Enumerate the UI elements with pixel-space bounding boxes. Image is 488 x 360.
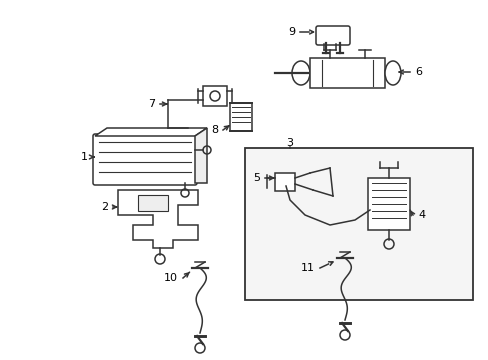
Polygon shape	[95, 128, 206, 136]
Text: 2: 2	[101, 202, 108, 212]
Bar	[274, 173, 294, 191]
Ellipse shape	[291, 61, 309, 85]
Bar	[138, 195, 168, 211]
Bar	[203, 86, 226, 106]
Polygon shape	[118, 190, 198, 248]
Bar	[309, 58, 384, 88]
FancyBboxPatch shape	[315, 26, 349, 45]
Text: 3: 3	[286, 138, 293, 148]
Text: 6: 6	[414, 67, 421, 77]
Bar	[367, 178, 409, 230]
Polygon shape	[195, 128, 206, 183]
Text: 1: 1	[81, 152, 88, 162]
Text: 10: 10	[163, 273, 178, 283]
Text: 5: 5	[252, 173, 260, 183]
Text: 7: 7	[147, 99, 155, 109]
Text: 9: 9	[287, 27, 294, 37]
FancyBboxPatch shape	[93, 134, 197, 185]
Text: 4: 4	[417, 210, 424, 220]
Text: 8: 8	[210, 125, 218, 135]
Bar	[229, 103, 251, 131]
Ellipse shape	[384, 61, 400, 85]
Text: 11: 11	[301, 263, 314, 273]
Bar	[244, 148, 472, 300]
